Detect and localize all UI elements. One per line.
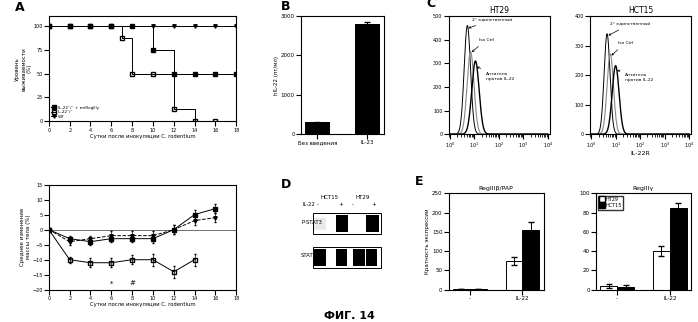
Text: ФИГ. 14: ФИГ. 14 (324, 311, 374, 321)
Text: P-STAT3: P-STAT3 (301, 220, 322, 225)
Bar (355, 24, 380, 134)
Title: HT29: HT29 (489, 6, 509, 15)
Text: B: B (281, 0, 290, 13)
X-axis label: Сутки после инокуляции C. rodentium: Сутки после инокуляции C. rodentium (90, 134, 195, 139)
Legend: IL-22⁻/⁻ + rmRegIIIγ, IL-22⁻/⁻, WT: IL-22⁻/⁻ + rmRegIIIγ, IL-22⁻/⁻, WT (51, 105, 99, 119)
Y-axis label: hIL-22 (пг/мл): hIL-22 (пг/мл) (274, 56, 279, 95)
Bar (313, 213, 381, 234)
Text: +: + (371, 202, 376, 207)
Bar (305, 122, 330, 134)
Text: *: * (110, 280, 113, 286)
Text: Iso Ctrl: Iso Ctrl (473, 38, 493, 52)
Bar (353, 249, 365, 266)
Bar (366, 249, 377, 266)
Text: E: E (415, 175, 424, 188)
Text: IL-22: IL-22 (303, 202, 315, 207)
Title: HCT15: HCT15 (628, 6, 653, 15)
Text: D: D (281, 178, 290, 191)
X-axis label: IL-22R: IL-22R (631, 151, 651, 156)
Bar (313, 247, 381, 268)
Bar (336, 249, 348, 266)
Bar (505, 261, 523, 290)
Text: Антитело
против IL-22: Антитело против IL-22 (618, 70, 654, 82)
Text: STAT3: STAT3 (301, 253, 317, 259)
Bar (653, 251, 670, 290)
Bar (336, 215, 348, 232)
Title: RegIIIγ: RegIIIγ (633, 186, 654, 191)
Y-axis label: Среднее изменение
массы тела (%): Среднее изменение массы тела (%) (20, 208, 31, 266)
Bar (600, 286, 617, 290)
Text: Антитело
против IL-22: Антитело против IL-22 (477, 67, 514, 81)
Text: 2° единственный: 2° единственный (609, 22, 651, 35)
Text: HT29: HT29 (356, 195, 370, 200)
Bar (314, 249, 326, 266)
Text: HCT15: HCT15 (321, 195, 339, 200)
Text: Iso Ctrl: Iso Ctrl (612, 41, 633, 55)
Text: #: # (129, 280, 135, 286)
Y-axis label: Кратность экспрессии: Кратность экспрессии (426, 209, 431, 274)
Title: RegIIIβ/PAP: RegIIIβ/PAP (479, 186, 514, 191)
Text: -: - (351, 202, 353, 207)
Bar (617, 287, 634, 290)
Bar (453, 289, 470, 290)
Bar (523, 230, 540, 290)
Text: +: + (339, 202, 343, 207)
Text: C: C (426, 0, 436, 10)
X-axis label: Сутки после инокуляции C. rodentium: Сутки после инокуляции C. rodentium (90, 302, 195, 308)
Text: -: - (317, 202, 318, 207)
Text: 2° единственный: 2° единственный (469, 18, 512, 28)
Legend: HT29, HCT15: HT29, HCT15 (598, 196, 623, 210)
Bar (366, 215, 379, 232)
Y-axis label: Уровень
выживаемости
(%): Уровень выживаемости (%) (15, 47, 32, 90)
Text: A: A (15, 1, 24, 14)
Bar (470, 289, 487, 290)
Bar (314, 218, 326, 230)
Bar (670, 208, 687, 290)
